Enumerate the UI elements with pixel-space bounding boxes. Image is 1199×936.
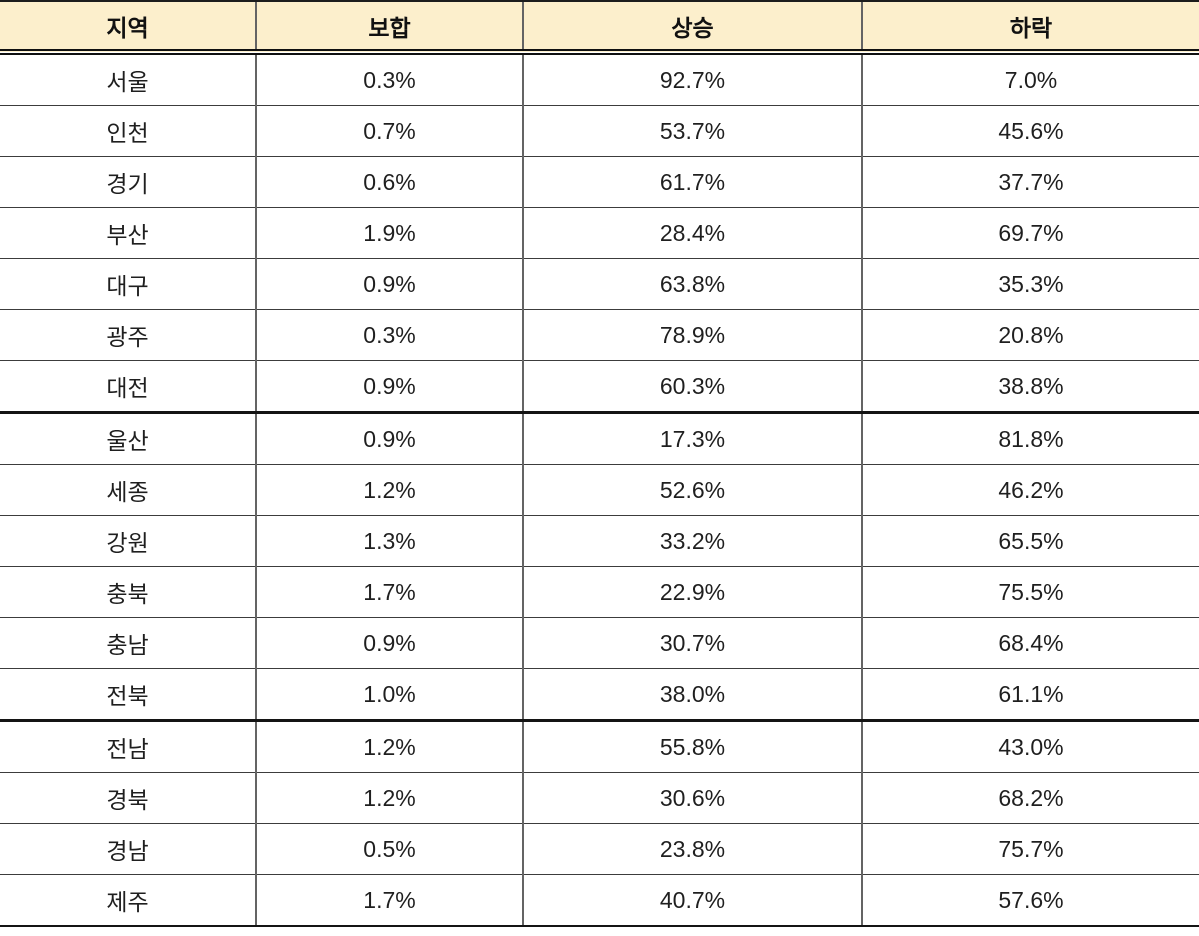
- region-cell: 전남: [0, 719, 256, 773]
- region-cell: 충북: [0, 566, 256, 618]
- table-row: 광주 0.3% 78.9% 20.8%: [0, 309, 1199, 361]
- flat-cell: 0.9%: [255, 617, 523, 669]
- rise-cell: 38.0%: [522, 668, 862, 721]
- rise-cell: 30.6%: [522, 772, 862, 824]
- fall-cell: 38.8%: [861, 360, 1199, 413]
- fall-cell: 37.7%: [861, 156, 1199, 208]
- header-cell-flat: 보합: [255, 0, 523, 55]
- rise-cell: 55.8%: [522, 719, 862, 773]
- flat-cell: 1.9%: [255, 207, 523, 259]
- table-row: 충북 1.7% 22.9% 75.5%: [0, 566, 1199, 618]
- fall-cell: 68.4%: [861, 617, 1199, 669]
- flat-cell: 0.9%: [255, 258, 523, 310]
- fall-cell: 46.2%: [861, 464, 1199, 516]
- region-cell: 울산: [0, 411, 256, 465]
- table-row: 전남 1.2% 55.8% 43.0%: [0, 719, 1199, 773]
- table-row: 서울 0.3% 92.7% 7.0%: [0, 52, 1199, 106]
- flat-cell: 0.7%: [255, 105, 523, 157]
- flat-cell: 1.3%: [255, 515, 523, 567]
- region-cell: 강원: [0, 515, 256, 567]
- table-row: 울산 0.9% 17.3% 81.8%: [0, 411, 1199, 465]
- table-row: 인천 0.7% 53.7% 45.6%: [0, 105, 1199, 157]
- rise-cell: 17.3%: [522, 411, 862, 465]
- rise-cell: 30.7%: [522, 617, 862, 669]
- rise-cell: 92.7%: [522, 52, 862, 106]
- fall-cell: 68.2%: [861, 772, 1199, 824]
- table-row: 제주 1.7% 40.7% 57.6%: [0, 874, 1199, 927]
- fall-cell: 75.7%: [861, 823, 1199, 875]
- flat-cell: 0.9%: [255, 360, 523, 413]
- fall-cell: 7.0%: [861, 52, 1199, 106]
- table-row: 강원 1.3% 33.2% 65.5%: [0, 515, 1199, 567]
- flat-cell: 0.3%: [255, 52, 523, 106]
- table-row: 전북 1.0% 38.0% 61.1%: [0, 668, 1199, 721]
- flat-cell: 1.0%: [255, 668, 523, 721]
- fall-cell: 65.5%: [861, 515, 1199, 567]
- fall-cell: 61.1%: [861, 668, 1199, 721]
- table-row: 충남 0.9% 30.7% 68.4%: [0, 617, 1199, 669]
- region-cell: 인천: [0, 105, 256, 157]
- fall-cell: 75.5%: [861, 566, 1199, 618]
- region-cell: 서울: [0, 52, 256, 106]
- rise-cell: 40.7%: [522, 874, 862, 927]
- header-cell-rise: 상승: [522, 0, 862, 55]
- table-row: 경북 1.2% 30.6% 68.2%: [0, 772, 1199, 824]
- flat-cell: 0.9%: [255, 411, 523, 465]
- table-row: 경남 0.5% 23.8% 75.7%: [0, 823, 1199, 875]
- flat-cell: 1.7%: [255, 566, 523, 618]
- header-row: 지역 보합 상승 하락: [0, 0, 1199, 55]
- rise-cell: 78.9%: [522, 309, 862, 361]
- region-cell: 세종: [0, 464, 256, 516]
- region-cell: 부산: [0, 207, 256, 259]
- region-cell: 광주: [0, 309, 256, 361]
- fall-cell: 35.3%: [861, 258, 1199, 310]
- header-cell-fall: 하락: [861, 0, 1199, 55]
- region-cell: 대구: [0, 258, 256, 310]
- table-row: 대구 0.9% 63.8% 35.3%: [0, 258, 1199, 310]
- rise-cell: 23.8%: [522, 823, 862, 875]
- table-row: 세종 1.2% 52.6% 46.2%: [0, 464, 1199, 516]
- region-cell: 제주: [0, 874, 256, 927]
- rise-cell: 60.3%: [522, 360, 862, 413]
- region-cell: 대전: [0, 360, 256, 413]
- region-cell: 경남: [0, 823, 256, 875]
- flat-cell: 1.2%: [255, 464, 523, 516]
- region-cell: 경기: [0, 156, 256, 208]
- table-row: 부산 1.9% 28.4% 69.7%: [0, 207, 1199, 259]
- flat-cell: 0.5%: [255, 823, 523, 875]
- fall-cell: 43.0%: [861, 719, 1199, 773]
- rise-cell: 63.8%: [522, 258, 862, 310]
- header-cell-region: 지역: [0, 0, 256, 55]
- fall-cell: 57.6%: [861, 874, 1199, 927]
- table-row: 대전 0.9% 60.3% 38.8%: [0, 360, 1199, 413]
- flat-cell: 0.3%: [255, 309, 523, 361]
- flat-cell: 1.2%: [255, 772, 523, 824]
- fall-cell: 45.6%: [861, 105, 1199, 157]
- flat-cell: 0.6%: [255, 156, 523, 208]
- table-body: 서울 0.3% 92.7% 7.0% 인천 0.7% 53.7% 45.6% 경…: [0, 52, 1199, 927]
- table-row: 경기 0.6% 61.7% 37.7%: [0, 156, 1199, 208]
- rise-cell: 28.4%: [522, 207, 862, 259]
- rise-cell: 33.2%: [522, 515, 862, 567]
- rise-cell: 52.6%: [522, 464, 862, 516]
- region-cell: 충남: [0, 617, 256, 669]
- flat-cell: 1.7%: [255, 874, 523, 927]
- region-cell: 전북: [0, 668, 256, 721]
- fall-cell: 20.8%: [861, 309, 1199, 361]
- fall-cell: 69.7%: [861, 207, 1199, 259]
- rise-cell: 53.7%: [522, 105, 862, 157]
- region-cell: 경북: [0, 772, 256, 824]
- flat-cell: 1.2%: [255, 719, 523, 773]
- rise-cell: 61.7%: [522, 156, 862, 208]
- fall-cell: 81.8%: [861, 411, 1199, 465]
- rise-cell: 22.9%: [522, 566, 862, 618]
